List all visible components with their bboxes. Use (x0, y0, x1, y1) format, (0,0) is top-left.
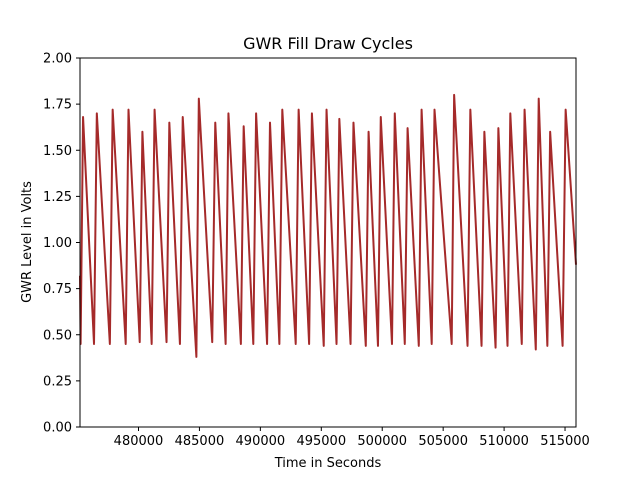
y-tick-label: 2.00 (43, 52, 72, 67)
x-axis-title: Time in Seconds (274, 456, 382, 471)
y-tick-label: 1.00 (43, 236, 72, 251)
y-tick-label: 0.25 (43, 374, 72, 389)
y-axis-ticks: 0.00 0.25 0.50 0.75 1.00 1.25 1.50 1.75 2.00 (43, 52, 80, 436)
x-tick-label: 510000 (479, 434, 529, 449)
x-tick-label: 515000 (540, 434, 590, 449)
x-tick-label: 500000 (357, 434, 407, 449)
x-tick-label: 495000 (296, 434, 346, 449)
x-tick-label: 490000 (236, 434, 286, 449)
y-tick-label: 1.25 (43, 190, 72, 205)
y-tick-label: 1.50 (43, 144, 72, 159)
y-tick-label: 0.50 (43, 328, 72, 343)
y-tick-label: 0.00 (43, 421, 72, 436)
x-tick-label: 505000 (418, 434, 468, 449)
plot-area (79, 93, 577, 358)
y-tick-label: 1.75 (43, 98, 72, 113)
x-tick-label: 480000 (114, 434, 164, 449)
x-tick-label: 485000 (175, 434, 225, 449)
plot-frame (79, 57, 577, 428)
y-axis-title: GWR Level in Volts (20, 181, 35, 303)
series-line-0 (79, 93, 577, 358)
x-axis-ticks: 480000 485000 490000 495000 500000 505000 5100… (114, 427, 590, 449)
y-tick-label: 0.75 (43, 282, 72, 297)
chart-title: GWR Fill Draw Cycles (243, 34, 413, 53)
